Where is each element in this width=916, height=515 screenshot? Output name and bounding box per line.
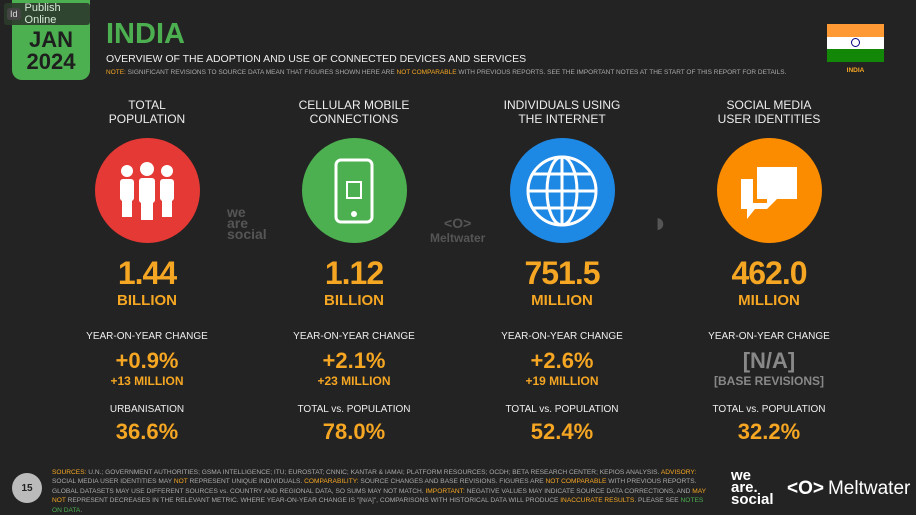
ratio-value: 78.0% [322,419,386,444]
meltwater-watermark: <O> Meltwater [430,215,486,245]
meltwater-logo: <O> Meltwater [787,478,911,499]
change-percent: +2.6% [530,348,594,373]
indesign-badge: Id [7,8,21,20]
stat-value: 1.44 [117,255,177,291]
text-segment: REPRESENT UNIQUE INDIVIDUALS. [187,478,305,486]
ratio-value: 36.6% [115,419,179,444]
stat-heading: SOCIAL MEDIA USER IDENTITIES [717,98,821,126]
text-segment: SOURCE CHANGES AND BASE REVISIONS. FIGUR… [358,478,546,486]
change-percent: +0.9% [115,348,179,373]
header-note: NOTE: SIGNIFICANT REVISIONS TO SOURCE DA… [106,69,786,76]
people-icon [94,138,200,243]
text-segment: NOT [173,478,188,486]
page-number: 15 [12,473,42,503]
date-year: 2024 [26,49,76,74]
change-label: YEAR-ON-YEAR CHANGE [86,331,208,342]
text-segment: U.N.; GOVERNMENT AUTHORITIES; GSMA INTEL… [86,469,661,476]
text-segment: NOT COMPARABLE [396,69,457,76]
text-segment: . PLEASE SEE [634,497,681,505]
text-segment: IMPORTANT: [425,487,465,495]
ratio-label: TOTAL vs. POPULATION [505,404,619,415]
text-segment: WITH PREVIOUS REPORTS. SEE THE IMPORTANT… [456,69,787,76]
india-flag [827,24,884,62]
globe-icon [509,138,615,243]
stat-column: SOCIAL MEDIA USER IDENTITIES 462.0 MILLIO… [669,98,869,445]
change-percent: +2.1% [322,348,386,373]
stat-heading: TOTAL POPULATION [108,98,186,126]
stat-value: 1.12 [324,255,384,291]
flag-label: INDIA [846,67,865,74]
ratio-value: 52.4% [530,419,594,444]
stat-value: 751.5 [524,255,600,291]
text-segment: WITH PREVIOUS REPORTS. GLOBAL DATASETS M… [52,478,697,495]
change-absolute: +13 MILLION [110,374,184,388]
publish-online-overlay[interactable]: Id Publish Online [4,2,90,26]
change-label: YEAR-ON-YEAR CHANGE [501,331,623,342]
text-segment: INACCURATE RESULTS [560,497,635,505]
text-segment: NOT COMPARABLE [545,478,607,486]
change-absolute: [BASE REVISIONS] [713,374,824,388]
change-label: YEAR-ON-YEAR CHANGE [293,331,415,342]
text-segment: SIGNIFICANT REVISIONS TO SOURCE DATA MEA… [125,69,397,76]
text-segment: COMPARABILITY: [304,478,359,486]
stat-unit: MILLION [738,292,800,309]
text-segment: SOURCES: [52,469,87,476]
ratio-label: TOTAL vs. POPULATION [712,404,826,415]
ratio-value: 32.2% [737,419,801,444]
we-are-social-watermark: we are social [227,204,267,242]
ratio-label: TOTAL vs. POPULATION [297,404,411,415]
text-segment: REPRESENT DECREASES IN THE RELEVANT METR… [65,497,561,505]
stat-heading: INDIVIDUALS USING THE INTERNET [503,98,621,126]
publish-online-label: Publish Online [24,2,61,26]
change-absolute: +23 MILLION [317,374,391,388]
mobile-phone-icon [301,138,407,243]
ratio-label: URBANISATION [109,404,185,415]
page-title: INDIA [106,18,185,50]
change-absolute: +19 MILLION [525,374,599,388]
stat-column: CELLULAR MOBILE CONNECTIONS 1.12 BILLION … [254,98,454,445]
stat-column: TOTAL POPULATION 1.44 BILLION YEAR-ON-YEA… [47,98,247,445]
stat-unit: MILLION [531,292,593,309]
footer-sources: SOURCES: U.N.; GOVERNMENT AUTHORITIES; G… [52,468,712,515]
stat-column: INDIVIDUALS USING THE INTERNET 751.5 MILL… [462,98,662,445]
datareportal-watermark-icon: ◗ [652,207,669,238]
stat-unit: BILLION [117,292,177,309]
text-segment: NEGATIVE VALUES MAY INDICATE SOURCE DATA… [464,487,693,495]
page-subtitle: OVERVIEW OF THE ADOPTION AND USE OF CONN… [106,53,527,65]
text-segment[interactable]: NOTES ON DATA [52,497,704,514]
stat-heading: CELLULAR MOBILE CONNECTIONS [298,98,410,126]
chat-bubbles-icon [716,138,822,243]
text-segment: ADVISORY: [660,469,697,476]
stat-value: 462.0 [731,255,807,291]
stat-unit: BILLION [324,292,384,309]
we-are-social-logo: we are. social [731,467,774,508]
text-segment: NOTE: [106,69,126,76]
text-segment: SOCIAL MEDIA USER IDENTITIES MAY [52,478,174,486]
change-percent: [N/A] [742,348,796,373]
text-segment: MAY NOT [52,487,706,505]
text-segment: . [80,506,83,514]
date-month: JAN [28,27,73,52]
change-label: YEAR-ON-YEAR CHANGE [708,331,830,342]
